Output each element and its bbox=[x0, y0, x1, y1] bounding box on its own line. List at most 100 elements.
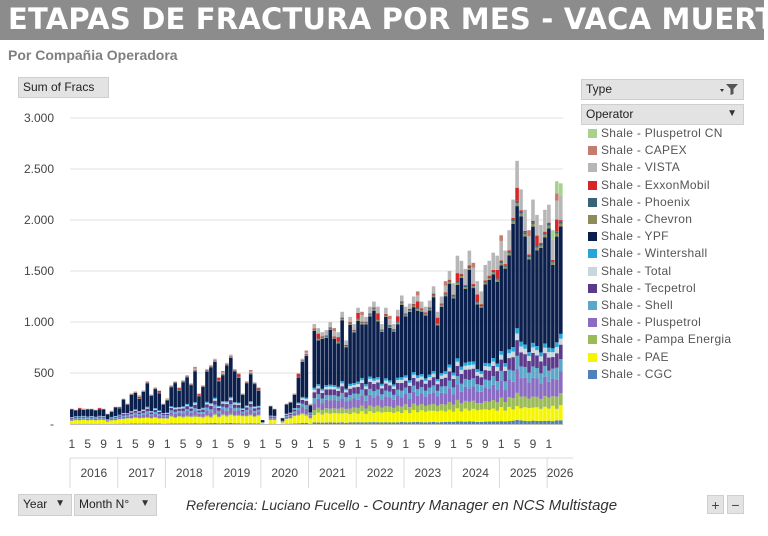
bar-segment bbox=[201, 423, 205, 424]
bar-segment bbox=[376, 422, 380, 424]
bar-segment bbox=[555, 396, 559, 409]
year-field-button[interactable]: Year ▼ bbox=[18, 494, 72, 516]
bar-segment bbox=[121, 412, 126, 414]
bar-segment bbox=[364, 395, 368, 401]
x-month-tick: 1 bbox=[212, 437, 219, 451]
bar-segment bbox=[535, 355, 539, 369]
legend-item[interactable]: Shale - VISTA bbox=[588, 160, 680, 177]
bar-segment bbox=[483, 284, 488, 363]
bar-segment bbox=[248, 403, 253, 407]
bar-segment bbox=[236, 404, 241, 408]
legend-item[interactable]: Shale - CAPEX bbox=[588, 143, 687, 160]
bar-segment bbox=[403, 387, 408, 394]
bar-segment bbox=[455, 358, 460, 362]
legend-item[interactable]: Shale - YPF bbox=[588, 229, 669, 246]
bar-segment bbox=[344, 345, 348, 346]
legend-item[interactable]: Shale - CGC bbox=[588, 367, 672, 384]
chevron-down-icon[interactable]: ▼ bbox=[727, 108, 737, 119]
bar-segment bbox=[376, 313, 380, 320]
bar-segment bbox=[153, 417, 158, 424]
legend-item[interactable]: Shale - Total bbox=[588, 264, 671, 281]
bar-segment bbox=[352, 407, 356, 413]
bar-segment bbox=[495, 389, 499, 403]
bar-segment bbox=[137, 412, 142, 415]
bar-segment bbox=[551, 357, 555, 369]
filter-icon[interactable] bbox=[719, 83, 739, 99]
bar-segment bbox=[324, 336, 329, 338]
bar-segment bbox=[332, 413, 336, 423]
legend-item[interactable]: Shale - Shell bbox=[588, 298, 673, 315]
legend-item[interactable]: Shale - Chevron bbox=[588, 212, 692, 229]
bar-segment bbox=[543, 396, 547, 407]
bar-segment bbox=[364, 316, 368, 322]
bar-segment bbox=[384, 307, 388, 314]
expand-button[interactable]: + bbox=[707, 495, 724, 514]
bar-segment bbox=[252, 416, 257, 417]
legend-item[interactable]: Shale - ExxonMobil bbox=[588, 178, 710, 195]
bar-segment bbox=[177, 390, 181, 407]
bar-segment bbox=[173, 381, 177, 382]
bar-segment bbox=[415, 412, 420, 423]
legend-item[interactable]: Shale - Phoenix bbox=[588, 195, 690, 212]
legend-item[interactable]: Shale - PAE bbox=[588, 350, 669, 367]
legend-label: Shale - YPF bbox=[601, 229, 669, 244]
bar-segment bbox=[248, 373, 253, 375]
bar-segment bbox=[467, 361, 472, 366]
bar-segment bbox=[551, 348, 555, 353]
legend-item[interactable]: Shale - Wintershall bbox=[588, 246, 707, 263]
bar-segment bbox=[272, 409, 277, 416]
x-month-tick: 5 bbox=[418, 437, 425, 451]
bar-segment bbox=[284, 414, 289, 416]
bar-segment bbox=[479, 307, 484, 372]
bar-segment bbox=[225, 401, 229, 403]
bar-segment bbox=[543, 234, 547, 238]
bar-segment bbox=[344, 401, 348, 409]
x-month-tick: 1 bbox=[355, 437, 362, 451]
type-filter-button[interactable]: Type bbox=[581, 79, 744, 100]
bar-segment bbox=[487, 409, 492, 422]
legend-item[interactable]: Shale - Pluspetrol bbox=[588, 315, 701, 332]
bar-segment bbox=[304, 355, 309, 357]
bar-segment bbox=[427, 308, 432, 310]
bar-segment bbox=[535, 246, 539, 248]
bar-segment bbox=[352, 329, 356, 331]
bar-segment bbox=[133, 409, 138, 410]
bar-segment bbox=[240, 394, 245, 409]
bar-segment bbox=[197, 393, 201, 395]
month-field-button[interactable]: Month N° ▼ bbox=[74, 494, 157, 516]
bar-segment bbox=[209, 364, 213, 366]
bar-segment bbox=[229, 415, 233, 423]
bar-segment bbox=[531, 223, 535, 227]
bar-segment bbox=[451, 404, 456, 412]
legend-swatch bbox=[588, 318, 597, 328]
collapse-button[interactable]: − bbox=[727, 495, 744, 514]
bar-segment bbox=[300, 361, 305, 397]
bar-segment bbox=[344, 340, 348, 346]
legend-item[interactable]: Shale - Tecpetrol bbox=[588, 281, 696, 298]
bar-segment bbox=[81, 417, 86, 419]
legend-item[interactable]: Shale - Pampa Energia bbox=[588, 332, 731, 349]
bar-segment bbox=[487, 279, 492, 364]
bar-segment bbox=[511, 420, 515, 424]
x-year-label: 2021 bbox=[319, 466, 346, 480]
bar-segment bbox=[81, 419, 86, 424]
bar-segment bbox=[471, 286, 476, 289]
bar-segment bbox=[463, 369, 468, 379]
measure-field-button[interactable]: Sum of Fracs bbox=[18, 77, 109, 98]
bar-segment bbox=[328, 386, 333, 390]
bar-segment bbox=[137, 396, 142, 397]
bar-segment bbox=[233, 371, 237, 403]
bar-segment bbox=[217, 406, 221, 408]
operator-filter-button[interactable]: Operator ▼ bbox=[581, 104, 744, 125]
bar-segment bbox=[475, 302, 480, 305]
bar-segment bbox=[519, 189, 523, 211]
legend-item[interactable]: Shale - Pluspetrol CN bbox=[588, 126, 723, 143]
bar-segment bbox=[447, 367, 452, 372]
bar-segment bbox=[244, 405, 249, 407]
bar-segment bbox=[352, 331, 356, 333]
bar-segment bbox=[499, 359, 503, 371]
bar-segment bbox=[217, 416, 221, 418]
bar-segment bbox=[177, 407, 181, 409]
bar-segment bbox=[403, 315, 408, 317]
bar-segment bbox=[559, 344, 563, 360]
